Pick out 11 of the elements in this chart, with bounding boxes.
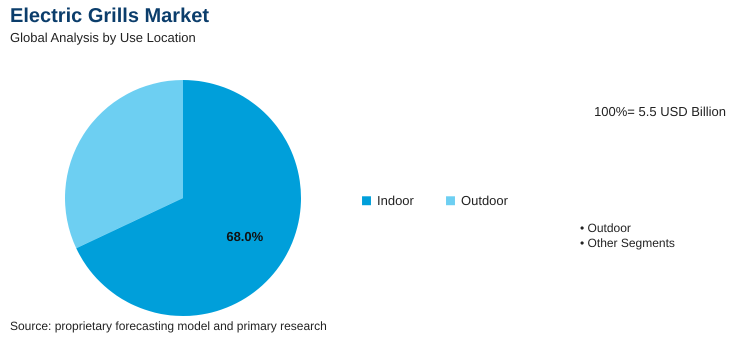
legend-label: Outdoor bbox=[461, 192, 509, 208]
legend-label: Indoor bbox=[377, 192, 415, 208]
pie-slice bbox=[76, 80, 301, 316]
text: • Outdoor bbox=[580, 221, 631, 235]
text: 100%= 5.5 USD Billion bbox=[594, 104, 726, 119]
text: • Other Segments bbox=[580, 236, 675, 250]
chart-subtitle: Global Analysis by Use Location bbox=[10, 30, 196, 45]
pie-slice bbox=[65, 80, 183, 248]
source-note: Source: proprietary forecasting model and primary research bbox=[10, 319, 327, 333]
data-label: 68.0% bbox=[226, 229, 264, 244]
chart-title: Electric Grills Market bbox=[10, 5, 210, 27]
